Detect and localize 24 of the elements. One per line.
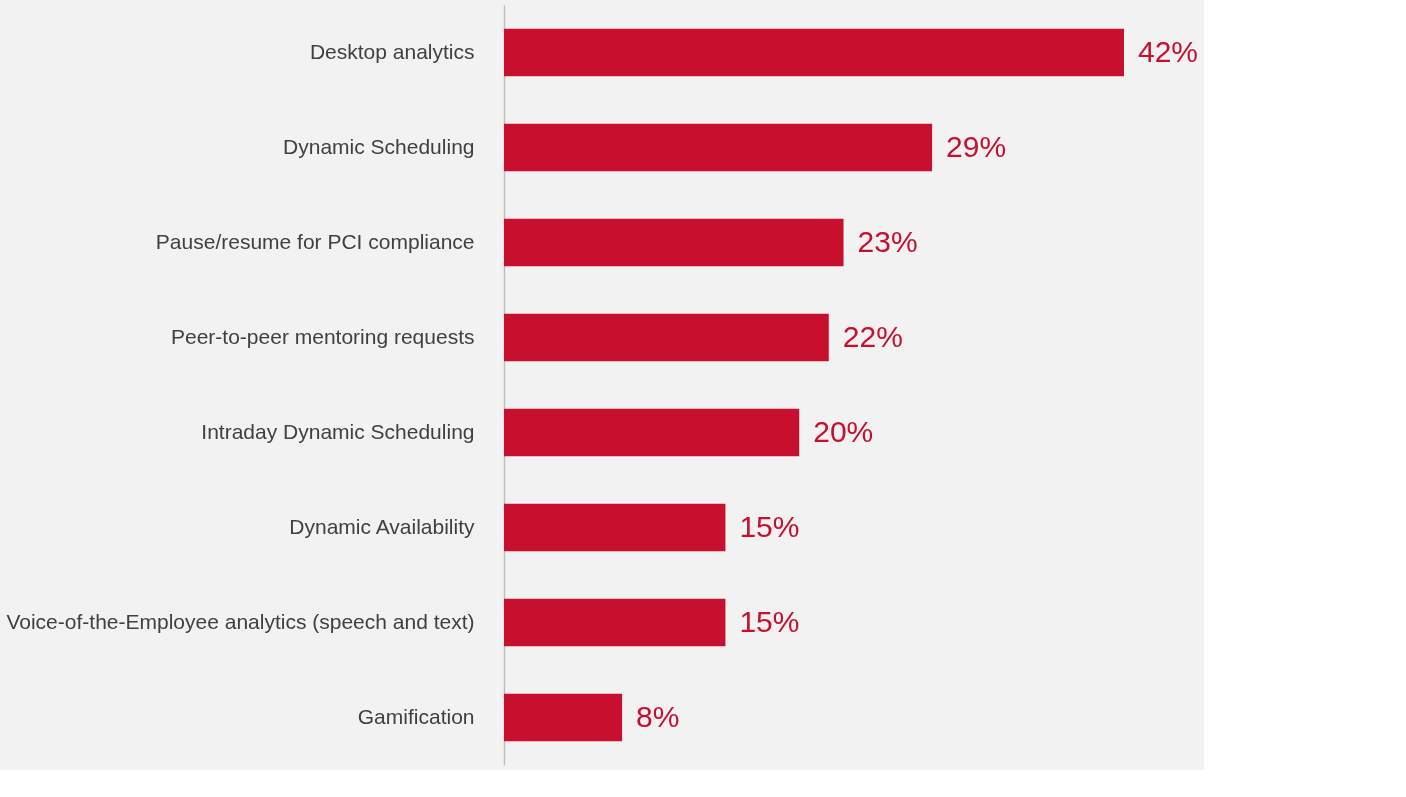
data-label: 15% xyxy=(739,604,800,638)
y-tick-label: Dynamic Availability xyxy=(289,514,475,538)
y-tick-label: Peer-to-peer mentoring requests xyxy=(171,324,475,348)
y-tick-label: Pause/resume for PCI compliance xyxy=(155,229,475,253)
data-label: 8% xyxy=(636,699,680,733)
data-label: 23% xyxy=(857,224,918,258)
y-tick-label: Dynamic Scheduling xyxy=(283,134,475,158)
bar xyxy=(504,28,1124,77)
data-label: 22% xyxy=(842,319,903,353)
data-label: 15% xyxy=(739,509,800,543)
bar xyxy=(504,123,933,172)
bar xyxy=(504,693,623,742)
data-label: 42% xyxy=(1138,34,1199,68)
bar xyxy=(504,408,800,457)
data-label: 29% xyxy=(946,129,1007,163)
y-tick-label: Intraday Dynamic Scheduling xyxy=(201,419,475,443)
bar xyxy=(504,313,829,362)
bar xyxy=(504,503,726,552)
bar xyxy=(504,218,844,267)
y-tick-label: Voice-of-the-Employee analytics (speech and text) xyxy=(6,609,475,633)
data-label: 20% xyxy=(813,414,874,448)
bar xyxy=(504,598,726,647)
y-tick-label: Gamification xyxy=(357,704,475,728)
y-tick-label: Desktop analytics xyxy=(309,39,475,63)
